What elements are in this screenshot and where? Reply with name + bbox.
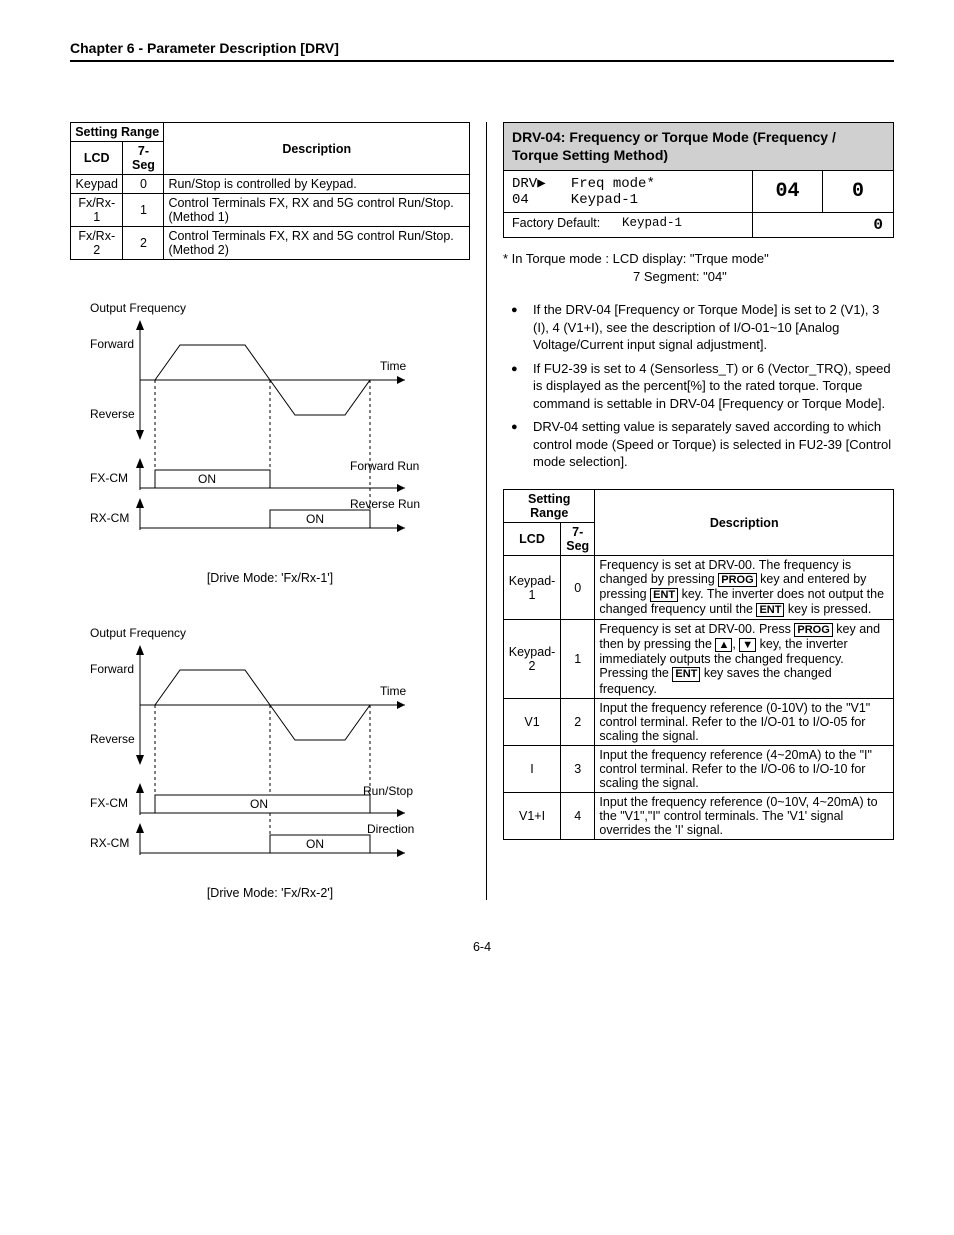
cell-lcd: Fx/Rx-1 (71, 194, 123, 227)
factory-seg: 0 (753, 213, 893, 237)
table-row: Fx/Rx-1 1 Control Terminals FX, RX and 5… (71, 194, 470, 227)
diagram1-title: [Drive Mode: 'Fx/Rx-1'] (70, 571, 470, 585)
lcd-display-row: DRV▶ Freq mode* 04 Keypad-1 04 0 (503, 171, 894, 213)
note-line1: * In Torque mode : LCD display: "Trque m… (503, 250, 894, 268)
lbl-rxcm: RX-CM (90, 836, 129, 850)
cell-seg: 3 (561, 745, 595, 792)
param-header: DRV-04: Frequency or Torque Mode (Freque… (503, 122, 894, 171)
lbl-revrun: Reverse Run (350, 497, 420, 511)
th-description: Description (595, 490, 894, 556)
diag1-ylabel: Output Frequency (90, 301, 186, 315)
table-row: V1 2 Input the frequency reference (0-10… (504, 698, 894, 745)
bullet-item: DRV-04 setting value is separately saved… (517, 418, 894, 471)
lbl-direction: Direction (367, 822, 414, 836)
th-lcd: LCD (71, 142, 123, 175)
th-setting-range: Setting Range (504, 490, 595, 523)
left-column: Setting Range Description LCD 7-Seg Keyp… (70, 122, 470, 900)
cell-desc: Frequency is set at DRV-00. The frequenc… (595, 556, 894, 620)
table-row: V1+I 4 Input the frequency reference (0~… (504, 792, 894, 839)
lbl-fxcm: FX-CM (90, 796, 128, 810)
bullet-item: If FU2-39 is set to 4 (Sensorless_T) or … (517, 360, 894, 413)
cell-lcd: Fx/Rx-2 (71, 227, 123, 260)
lbl-time: Time (380, 359, 407, 373)
lbl-on: ON (250, 797, 268, 811)
cell-seg: 1 (561, 620, 595, 698)
cell-desc: Control Terminals FX, RX and 5G control … (164, 194, 470, 227)
cell-lcd: Keypad-2 (504, 620, 561, 698)
lbl-fwdrun: Forward Run (350, 459, 419, 473)
lbl-on: ON (306, 837, 324, 851)
lbl-on: ON (198, 472, 216, 486)
chapter-title: Chapter 6 - Parameter Description [DRV] (70, 40, 894, 62)
diagram2-title: [Drive Mode: 'Fx/Rx-2'] (70, 886, 470, 900)
cell-lcd: V1 (504, 698, 561, 745)
cell-desc: Control Terminals FX, RX and 5G control … (164, 227, 470, 260)
cell-desc: Input the frequency reference (4~20mA) t… (595, 745, 894, 792)
column-divider (486, 122, 487, 900)
cell-desc: Input the frequency reference (0~10V, 4~… (595, 792, 894, 839)
factory-value: Keypad-1 (622, 216, 682, 234)
cell-seg: 0 (123, 175, 164, 194)
th-description: Description (164, 123, 470, 175)
right-column: DRV-04: Frequency or Torque Mode (Freque… (503, 122, 894, 900)
th-lcd: LCD (504, 523, 561, 556)
diag2-ylabel: Output Frequency (90, 626, 186, 640)
lbl-forward: Forward (90, 662, 134, 676)
lbl-reverse: Reverse (90, 732, 135, 746)
cell-lcd: I (504, 745, 561, 792)
lbl-on: ON (306, 512, 324, 526)
seg-param-num: 04 (753, 171, 823, 212)
note-line2: 7 Segment: "04" (503, 268, 894, 286)
cell-lcd: Keypad-1 (504, 556, 561, 620)
seg-value: 0 (823, 171, 893, 212)
cell-desc: Frequency is set at DRV-00. Press PROG k… (595, 620, 894, 698)
freq-mode-table: Setting Range Description LCD 7-Seg Keyp… (503, 489, 894, 840)
th-7seg: 7-Seg (123, 142, 164, 175)
timing-diagram-fxrx1: Output Frequency Forward R (70, 300, 470, 585)
torque-mode-note: * In Torque mode : LCD display: "Trque m… (503, 250, 894, 285)
lbl-reverse: Reverse (90, 407, 135, 421)
lbl-fxcm: FX-CM (90, 471, 128, 485)
cell-seg: 1 (123, 194, 164, 227)
cell-desc: Run/Stop is controlled by Keypad. (164, 175, 470, 194)
lcd-text: DRV▶ Freq mode* 04 Keypad-1 (504, 171, 753, 212)
bullet-list: If the DRV-04 [Frequency or Torque Mode]… (503, 301, 894, 471)
table-row: Fx/Rx-2 2 Control Terminals FX, RX and 5… (71, 227, 470, 260)
th-7seg: 7-Seg (561, 523, 595, 556)
drive-mode-table: Setting Range Description LCD 7-Seg Keyp… (70, 122, 470, 260)
cell-lcd: V1+I (504, 792, 561, 839)
cell-seg: 0 (561, 556, 595, 620)
factory-default-row: Factory Default: Keypad-1 0 (503, 213, 894, 238)
cell-seg: 2 (123, 227, 164, 260)
page-number: 6-4 (70, 940, 894, 954)
bullet-item: If the DRV-04 [Frequency or Torque Mode]… (517, 301, 894, 354)
lbl-runstop: Run/Stop (363, 784, 413, 798)
cell-lcd: Keypad (71, 175, 123, 194)
table-row: Keypad 0 Run/Stop is controlled by Keypa… (71, 175, 470, 194)
table-row: Keypad-2 1 Frequency is set at DRV-00. P… (504, 620, 894, 698)
factory-label: Factory Default: (512, 216, 622, 234)
timing-diagram-fxrx2: Output Frequency Forward Reverse Time F (70, 625, 470, 900)
lbl-forward: Forward (90, 337, 134, 351)
cell-seg: 4 (561, 792, 595, 839)
cell-desc: Input the frequency reference (0-10V) to… (595, 698, 894, 745)
lbl-time: Time (380, 684, 407, 698)
lbl-rxcm: RX-CM (90, 511, 129, 525)
table-row: Keypad-1 0 Frequency is set at DRV-00. T… (504, 556, 894, 620)
th-setting-range: Setting Range (71, 123, 164, 142)
table-row: I 3 Input the frequency reference (4~20m… (504, 745, 894, 792)
cell-seg: 2 (561, 698, 595, 745)
